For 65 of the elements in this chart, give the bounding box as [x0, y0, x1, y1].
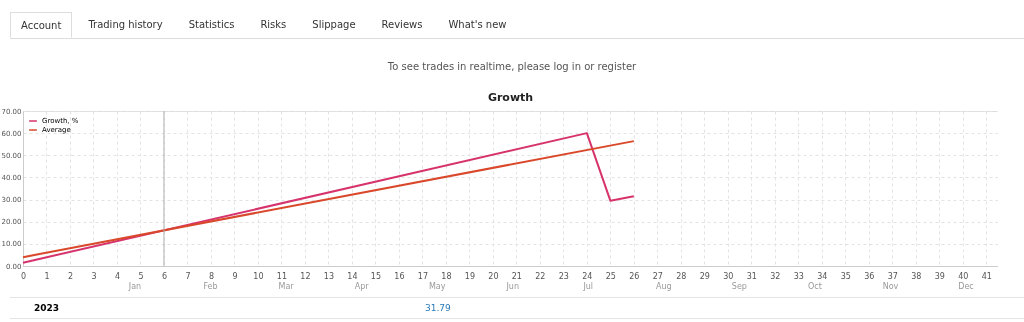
x-tick-label: 6 [161, 271, 168, 281]
x-tick-label: 20 [488, 271, 499, 281]
x-tick-label: 18 [441, 271, 452, 281]
x-tick-label: 37 [887, 271, 898, 281]
text: Risks [259, 18, 288, 32]
x-tick-label: 34 [817, 271, 828, 281]
x-tick-label: 39 [934, 271, 945, 281]
text: Reviews [380, 18, 424, 32]
text: Account [10, 12, 73, 38]
x-tick-label: 25 [605, 271, 616, 281]
x-tick-label: 26 [629, 271, 640, 281]
x-tick-label: 40 [958, 271, 969, 281]
x-tick-label: 0 [20, 271, 27, 281]
x-tick-label: 3 [91, 271, 97, 281]
x-tick-label: 28 [676, 271, 687, 281]
x-tick-label: 4 [114, 271, 121, 281]
x-tick-label: 29 [699, 271, 710, 281]
text: Jul [583, 282, 594, 291]
x-tick-label: 9 [232, 271, 238, 281]
chart-title: Growth [487, 91, 534, 104]
text: Feb [203, 282, 218, 291]
x-tick-label: 2 [67, 271, 74, 281]
x-tick-label: 36 [864, 271, 875, 281]
text: Nov [882, 282, 899, 291]
x-tick-label: 19 [464, 271, 475, 281]
text: Dec [958, 282, 974, 291]
x-tick-label: 1 [44, 271, 50, 281]
x-tick-label: 10 [253, 271, 264, 281]
x-tick-label: 8 [208, 271, 214, 281]
x-tick-label: 23 [558, 271, 569, 281]
x-tick-label: 21 [511, 271, 522, 281]
text: 31.79 [425, 303, 451, 313]
x-tick-label: 14 [347, 271, 358, 281]
x-tick-label: 11 [276, 271, 288, 281]
x-tick-label: 12 [300, 271, 311, 281]
x-tick-label: 17 [417, 271, 428, 281]
x-tick-label: 32 [770, 271, 781, 281]
text: Jan [128, 282, 142, 291]
text: What's new [447, 18, 508, 32]
text: To see trades in realtime, please log in or register [386, 61, 638, 72]
text: May [428, 282, 446, 291]
text: Apr [354, 282, 369, 291]
x-tick-label: 24 [582, 271, 593, 281]
text: Mar [278, 282, 294, 291]
x-tick-label: 16 [394, 271, 405, 281]
x-tick-label: 15 [370, 271, 381, 281]
x-tick-label: 5 [138, 271, 144, 281]
text: Sep [731, 282, 747, 291]
text: 2023 [34, 303, 60, 313]
x-tick-label: 13 [323, 271, 335, 281]
text: Trading history [87, 18, 164, 32]
x-tick-label: 38 [911, 271, 922, 281]
text: Slippage [311, 18, 357, 32]
x-tick-label: 35 [840, 271, 851, 281]
x-tick-label: 22 [535, 271, 546, 281]
x-tick-label: 27 [652, 271, 663, 281]
x-tick-label: 31 [746, 271, 757, 281]
x-tick-label: 33 [793, 271, 804, 281]
x-tick-label: 41 [981, 271, 992, 281]
text: Aug [656, 282, 672, 291]
text: Jun [506, 282, 519, 291]
text: Oct [807, 282, 822, 291]
text: Statistics [187, 18, 236, 32]
x-tick-label: 7 [185, 271, 191, 281]
x-tick-label: 30 [723, 271, 734, 281]
